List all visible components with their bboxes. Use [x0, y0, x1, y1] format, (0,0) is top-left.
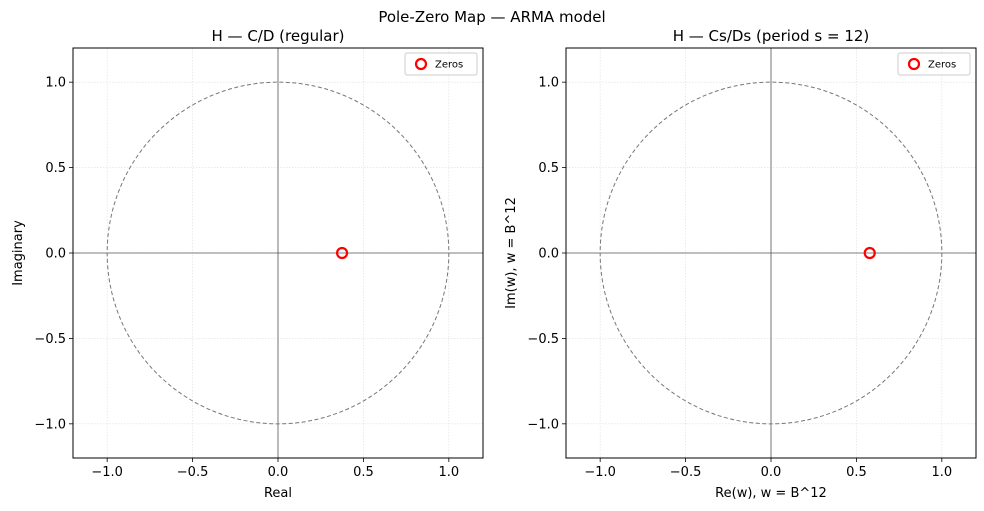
figure-suptitle: Pole-Zero Map — ARMA model: [378, 8, 605, 26]
y-tick-label: −0.5: [34, 332, 66, 347]
x-axis-label: Real: [264, 486, 292, 501]
y-tick-label: 0.0: [45, 247, 66, 262]
zero-marker: [335, 246, 349, 260]
x-tick-label: 1.0: [438, 465, 459, 480]
y-axis-label: Im(w), w = B^12: [504, 197, 519, 309]
y-tick-label: 0.5: [538, 161, 559, 176]
legend-marker: [907, 57, 921, 71]
x-tick-label: 0.0: [268, 465, 289, 480]
legend: Zeros: [897, 52, 971, 76]
chart-title: H — Cs/Ds (period s = 12): [673, 27, 870, 45]
y-tick-label: 0.5: [45, 161, 66, 176]
unit-circle: [106, 81, 450, 425]
x-tick-label: 1.0: [931, 465, 952, 480]
chart-title: H — C/D (regular): [212, 27, 345, 45]
x-axis-label: Re(w), w = B^12: [715, 486, 827, 501]
legend: Zeros: [404, 52, 478, 76]
x-tick-label: −1.0: [584, 465, 616, 480]
y-axis-label: Imaginary: [11, 220, 26, 286]
unit-circle: [599, 81, 943, 425]
y-tick-label: 0.0: [538, 247, 559, 262]
x-tick-label: 0.0: [761, 465, 782, 480]
y-tick-label: 1.0: [45, 76, 66, 91]
chart-panel-2: −1.0 −0.5 0.0 0.5 1.0 −1.0 −0.5 0.0 0.5 1.0 H — Cs…: [504, 27, 977, 501]
x-tick-label: −1.0: [91, 465, 123, 480]
legend-label: Zeros: [435, 60, 463, 71]
x-tick-label: 0.5: [846, 465, 867, 480]
legend-label: Zeros: [928, 60, 956, 71]
chart-panel-1: −1.0 −0.5 0.0 0.5 1.0 −1.0 −0.5 0.0 0.5 1.0 H — C/…: [11, 27, 484, 501]
x-tick-label: 0.5: [353, 465, 374, 480]
y-tick-label: −1.0: [34, 417, 66, 432]
y-tick-label: −0.5: [527, 332, 559, 347]
y-tick-label: 1.0: [538, 76, 559, 91]
y-tick-label: −1.0: [527, 417, 559, 432]
zero-marker: [863, 246, 876, 260]
x-tick-label: −0.5: [670, 465, 702, 480]
x-tick-label: −0.5: [177, 465, 209, 480]
legend-marker: [414, 57, 428, 71]
panels: −1.0 −0.5 0.0 0.5 1.0 −1.0 −0.5 0.0 0.5 1.0 H — C/…: [11, 27, 977, 501]
